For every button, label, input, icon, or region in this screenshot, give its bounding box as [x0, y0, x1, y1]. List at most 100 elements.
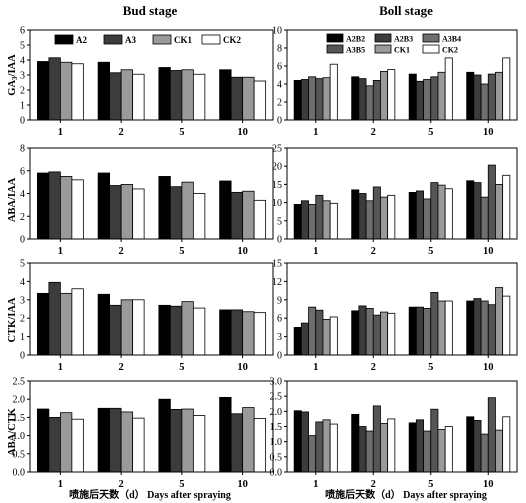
bar-A3B5 [315, 421, 324, 473]
bar-CK1 [242, 407, 255, 473]
y-tick-label: 5 [277, 216, 282, 227]
legend-swatch-A3B5 [326, 44, 344, 54]
bar-A3B4 [480, 433, 489, 473]
bar-A2 [97, 61, 111, 121]
bar-CK2 [192, 193, 206, 240]
y-tick-label: 6 [20, 166, 25, 177]
bar-A2B3 [473, 74, 482, 121]
x-tick-label: 2 [371, 362, 376, 373]
x-tick-label: 10 [483, 362, 494, 373]
bar-A3 [169, 186, 183, 240]
bar-A2B2 [351, 413, 360, 473]
bar-A3B5 [372, 314, 381, 356]
bar-A3 [48, 416, 61, 473]
bar-A3B5 [315, 309, 324, 356]
bar-A2 [158, 304, 171, 356]
x-tick-label: 5 [428, 127, 433, 138]
bar-A3B4 [365, 430, 374, 473]
bar-A2B2 [293, 410, 302, 473]
bar-A2B3 [358, 305, 367, 356]
bar-A2B3 [415, 190, 424, 240]
bar-A3 [169, 305, 183, 356]
bar-CK2 [387, 69, 396, 121]
x-tick-label: 5 [179, 362, 184, 373]
legend-swatch-CK2 [201, 34, 221, 45]
y-tick-label: 2 [20, 212, 25, 223]
legend-label-A2B3: A2B3 [394, 35, 413, 44]
y-tick-label: 8 [277, 44, 282, 55]
x-tick-label: 5 [428, 479, 433, 490]
y-tick-label: 20 [272, 162, 282, 173]
bar-A3B5 [372, 186, 381, 240]
legend-label-CK1: CK1 [394, 46, 410, 55]
bar-A3B4 [308, 306, 317, 356]
y-tick-label: 2.5 [270, 392, 283, 403]
x-tick-label: 1 [313, 246, 318, 257]
y-tick-label: 3 [20, 71, 25, 82]
bar-A3 [109, 185, 122, 240]
bar-CK1 [181, 69, 194, 121]
bar-A2B2 [293, 204, 302, 240]
bar-CK2 [387, 194, 396, 240]
y-tick-label: 1.0 [270, 437, 283, 448]
bar-A2B3 [415, 306, 424, 356]
x-tick-label: 2 [119, 479, 124, 490]
bar-A2B3 [473, 182, 482, 240]
y-tick-label: 0 [277, 351, 282, 362]
legend-label-CK2: CK2 [223, 35, 242, 45]
plot-frame [286, 147, 518, 240]
x-tick-label: 5 [428, 246, 433, 257]
plot-frame [286, 262, 518, 356]
bar-CK1 [59, 292, 73, 356]
panel-boll-abactk: 0.0 0.5 1.0 1.5 2.0 2.5 3.0 1 2 5 10 [270, 377, 518, 490]
col-title-boll: Boll stage [379, 3, 433, 18]
y-tick-label: 8 [20, 144, 25, 155]
y-tick-label: 4 [20, 189, 25, 200]
x-tick-label: 1 [313, 127, 318, 138]
y-tick-label: 2 [20, 86, 25, 97]
bar-CK2 [192, 415, 206, 473]
y-tick-label: 12 [272, 277, 282, 288]
bar-A3B4 [480, 83, 489, 121]
bar-A3 [48, 171, 61, 240]
bar-CK1 [437, 71, 446, 121]
x-tick-label: 2 [119, 127, 124, 138]
x-tick-label: 2 [371, 127, 376, 138]
x-label-boll: 喷施后天数（d） Days after spraying [325, 488, 487, 501]
y-tick-label: 4 [20, 56, 25, 67]
bar-CK2 [253, 199, 267, 240]
bar-CK2 [192, 73, 206, 121]
bar-CK1 [59, 61, 73, 121]
bar-A3B5 [430, 182, 439, 240]
bar-A2B3 [300, 322, 309, 356]
y-tick-label: 6 [277, 314, 282, 325]
x-tick-label: 1 [58, 479, 63, 490]
y-tick-label: 3 [277, 332, 282, 343]
y-tick-label: 0 [20, 351, 25, 362]
panel-bud-abactk: 0.0 0.5 1.0 1.5 2.0 2.5 1 2 5 10 [13, 377, 274, 490]
legend-swatch-A2B2 [326, 33, 344, 43]
bar-CK2 [132, 417, 145, 473]
bar-A2B3 [300, 411, 309, 473]
y-tick-label: 0 [20, 116, 25, 127]
y-tick-label: 2.5 [13, 377, 26, 388]
x-tick-label: 2 [371, 246, 376, 257]
y-tick-label: 5 [20, 41, 25, 52]
bar-A3B5 [372, 405, 381, 473]
bar-CK1 [120, 299, 134, 356]
x-tick-label: 10 [483, 479, 494, 490]
bar-A2B3 [415, 80, 424, 121]
plot-frame [29, 147, 274, 240]
x-tick-label: 10 [237, 127, 248, 138]
x-tick-label: 10 [483, 127, 494, 138]
plot-frame [29, 29, 274, 121]
bar-A3 [109, 407, 122, 473]
bar-A3B4 [480, 300, 489, 356]
bar-A2 [219, 69, 232, 121]
bar-A2 [158, 398, 171, 473]
bar-CK1 [322, 200, 331, 240]
bar-A3B5 [487, 397, 496, 473]
bar-A3B4 [423, 430, 432, 473]
